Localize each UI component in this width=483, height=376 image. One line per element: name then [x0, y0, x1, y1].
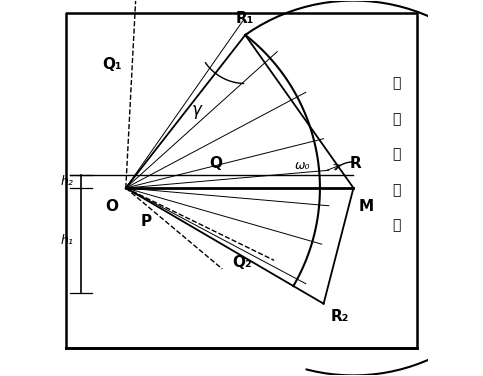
Text: 截: 截 [392, 112, 400, 126]
Text: O: O [105, 199, 118, 214]
Text: P: P [141, 214, 152, 229]
Polygon shape [245, 1, 483, 375]
Text: Q₂: Q₂ [232, 255, 252, 270]
Text: 待: 待 [392, 76, 400, 91]
Text: M: M [359, 199, 374, 214]
Text: R₁: R₁ [236, 11, 255, 26]
Text: h₁: h₁ [60, 234, 73, 247]
Text: Q₁: Q₁ [103, 57, 122, 72]
Text: γ: γ [192, 101, 201, 118]
Text: 壁: 壁 [392, 218, 400, 232]
Text: h₂: h₂ [60, 175, 73, 188]
Text: R₂: R₂ [331, 309, 349, 324]
Text: 煤: 煤 [392, 183, 400, 197]
Text: ω₀: ω₀ [295, 159, 311, 172]
Text: 切: 切 [392, 147, 400, 161]
Text: Q: Q [209, 156, 222, 171]
Polygon shape [66, 349, 417, 374]
Text: R: R [350, 156, 361, 171]
